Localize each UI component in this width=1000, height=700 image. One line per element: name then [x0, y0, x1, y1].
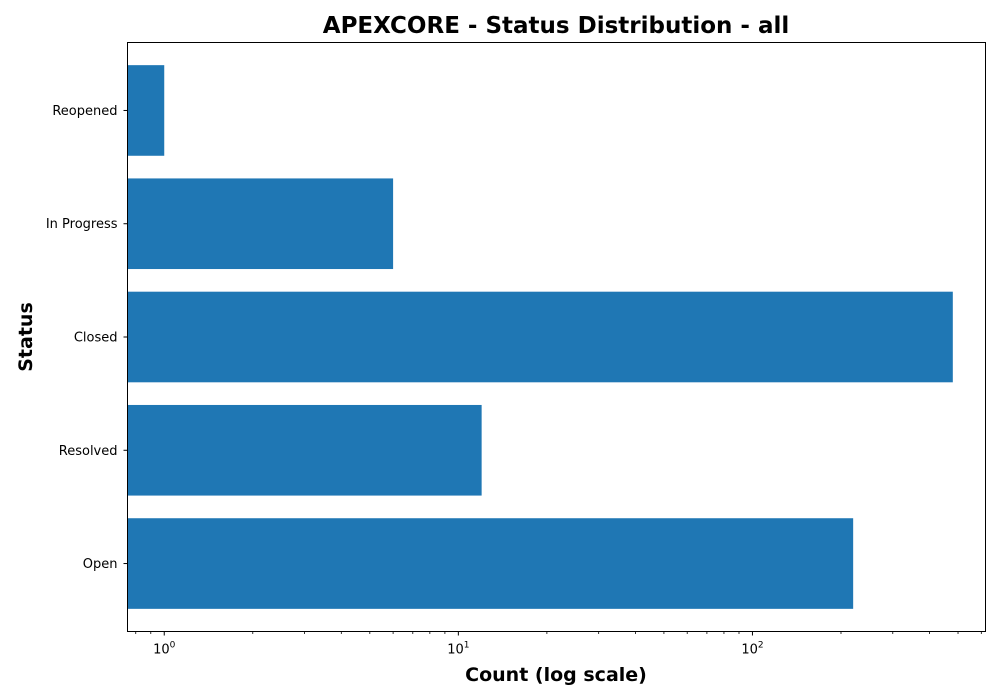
bars-layer [127, 65, 953, 609]
ticks-layer: Open Resolved Closed In Progress Reopened 100… [46, 104, 982, 658]
y-tick-label-reopened: Reopened [52, 104, 117, 119]
y-tick-label-closed: Closed [74, 331, 118, 346]
bar-open [127, 518, 854, 609]
y-tick-label-in-progress: In Progress [46, 217, 118, 232]
x-axis-label: Count (log scale) [465, 664, 647, 686]
chart-title: APEXCORE - Status Distribution - all [323, 13, 789, 39]
plot-frame [127, 42, 986, 632]
y-axis-label: Status [15, 302, 37, 372]
y-tick-label-resolved: Resolved [59, 444, 118, 459]
bar-reopened [127, 65, 165, 156]
bar-in-progress [127, 178, 394, 270]
bar-resolved [127, 404, 482, 496]
x-tick-label-10-1: 101 [447, 641, 469, 658]
x-tick-label-10-0: 100 [153, 641, 176, 658]
bar-closed [127, 291, 953, 383]
y-tick-label-open: Open [83, 557, 118, 572]
x-tick-label-10-2: 102 [741, 641, 763, 658]
